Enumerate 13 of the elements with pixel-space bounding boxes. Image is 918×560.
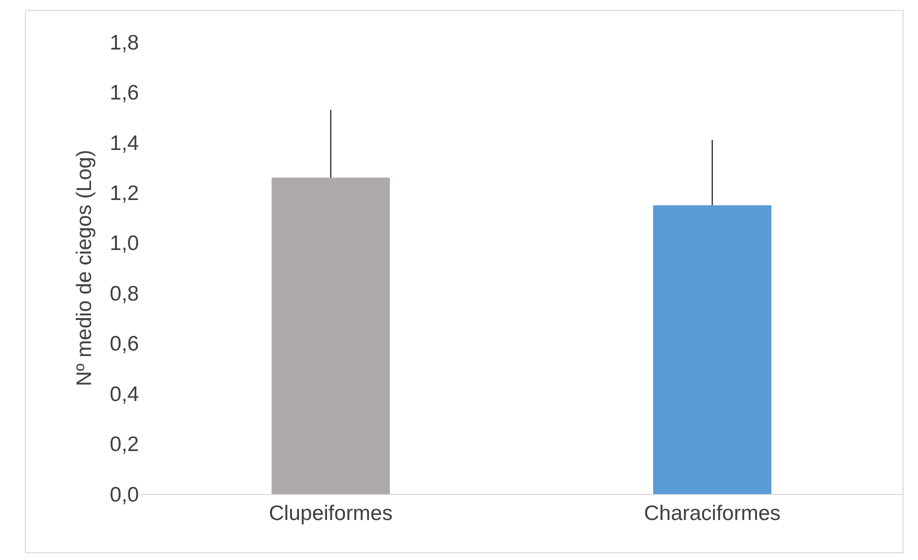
- y-tick-label: 1,6: [110, 82, 139, 105]
- y-tick-label: 0,8: [110, 282, 139, 306]
- y-tick-label: 1,0: [110, 232, 139, 256]
- y-tick-label: 0,0: [110, 483, 139, 506]
- y-tick-label: 1,8: [110, 31, 139, 54]
- x-tick-label: Characiformes: [644, 502, 781, 526]
- y-tick-label: 1,4: [110, 132, 140, 155]
- y-tick-label: 0,6: [110, 332, 139, 356]
- y-tick-label: 0,4: [110, 382, 140, 406]
- y-axis-title: Nº medio de ciegos (Log): [72, 150, 96, 386]
- y-tick-label: 0,2: [110, 433, 139, 456]
- y-tick-label: 1,2: [110, 182, 139, 206]
- x-tick-label: Clupeiformes: [268, 502, 393, 526]
